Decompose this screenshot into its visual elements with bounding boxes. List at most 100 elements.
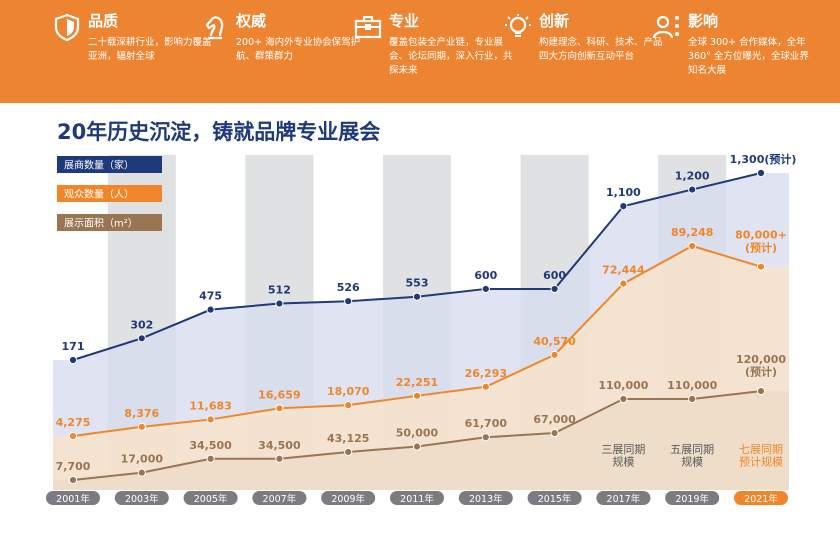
year-label: 2021年 [744,493,778,505]
data-point [344,447,353,457]
year-label: 2003年 [125,493,159,505]
year-pill [596,491,651,505]
data-point [481,382,490,391]
data-label: 18,070 [327,385,370,398]
series-area-2 [53,391,789,490]
year-pill [665,491,720,505]
feature-title: 创新 [539,12,570,30]
feature-desc: 二十载深耕行业，影响力覆盖亚洲，辐射全球 [88,37,212,62]
data-point [619,202,628,211]
data-label: 475 [199,290,222,303]
year-pill [46,491,100,505]
data-point [688,185,697,194]
data-point [688,241,697,251]
year-pill [183,491,238,505]
legend-label: 观众数量（人） [64,188,134,201]
feature-title: 权威 [236,12,267,30]
data-point [206,415,215,424]
data-label: 110,000 [598,379,648,392]
chess-knight-icon [205,16,224,40]
year-label: 2009年 [331,493,365,505]
data-point [68,475,78,485]
scale-annotation: 七展同期预计规模 [739,443,783,469]
data-label: 553 [406,277,429,290]
people-network-icon [652,15,679,39]
data-label: 50,000 [396,427,439,440]
year-label: 2005年 [194,493,228,505]
data-label: 61,700 [465,417,508,430]
year-pill [114,491,169,505]
data-point [756,262,766,271]
scale-annotation: 五展同期规模 [670,443,714,469]
data-label: 512 [268,284,291,297]
year-pill [458,491,513,505]
year-pill [390,491,444,505]
data-label: 22,251 [396,376,438,389]
data-label: 1,100 [606,186,641,199]
data-point [275,299,284,308]
legend-label: 展示面积（m²） [64,218,138,230]
data-point [550,284,559,294]
data-label: 34,500 [189,439,232,452]
data-point [550,350,559,359]
data-point [275,404,284,413]
data-label: 110,000 [667,379,717,392]
data-label: 600 [543,269,566,282]
data-label: 34,500 [258,439,301,452]
data-label: 26,293 [465,367,507,380]
data-point [206,454,215,463]
feature-title: 专业 [389,12,420,30]
data-label: 120,000 (预计) [736,353,786,379]
data-point [206,305,215,314]
data-point [412,442,422,451]
feature-title: 影响 [688,12,719,30]
legend-label: 展商数量（家） [64,159,134,172]
data-point [68,355,78,365]
data-point [68,431,78,441]
data-label: 1,300(预计) [730,152,797,166]
data-point [412,391,422,400]
data-label: 72,444 [602,264,645,277]
data-point [619,394,628,404]
data-label: 16,659 [258,388,300,401]
lightbulb-icon [505,14,531,37]
data-label: 43,125 [327,432,369,445]
year-label: 2019年 [675,493,709,505]
data-point [137,468,146,477]
data-label: 171 [62,340,85,353]
data-point [137,422,146,431]
legend-box [57,185,162,202]
year-label: 2007年 [263,493,297,505]
legend-box [57,214,162,231]
data-point [688,394,697,404]
scale-annotation: 三展同期规模 [601,443,645,469]
year-pill [252,491,307,505]
feature-desc: 覆盖包装全产业链，专业展会、论坛同期，深入行业，共探未来 [389,37,513,76]
data-point [481,433,490,442]
data-label: 600 [474,269,497,282]
page-title: 20年历史沉淀，铸就品牌专业展会 [57,120,381,144]
year-label: 2017年 [607,493,641,505]
data-point [344,297,353,306]
data-label: 67,000 [533,413,576,426]
year-pill [734,491,788,505]
data-point [481,284,490,294]
data-label: 4,275 [56,416,91,429]
data-point [756,386,766,396]
data-label: 11,683 [189,399,231,412]
data-point [275,454,284,463]
data-label: 302 [130,318,153,331]
data-label: 7,700 [56,460,91,473]
year-label: 2011年 [400,493,434,505]
legend-box [57,156,162,173]
data-label: 526 [337,281,360,294]
data-point [412,292,422,301]
year-pill [321,491,376,505]
year-label: 2001年 [56,493,90,505]
data-label: 40,570 [533,335,576,348]
year-pill [527,491,582,505]
year-label: 2013年 [469,493,503,505]
data-label: 1,200 [675,170,710,183]
feature-title: 品质 [88,12,119,30]
